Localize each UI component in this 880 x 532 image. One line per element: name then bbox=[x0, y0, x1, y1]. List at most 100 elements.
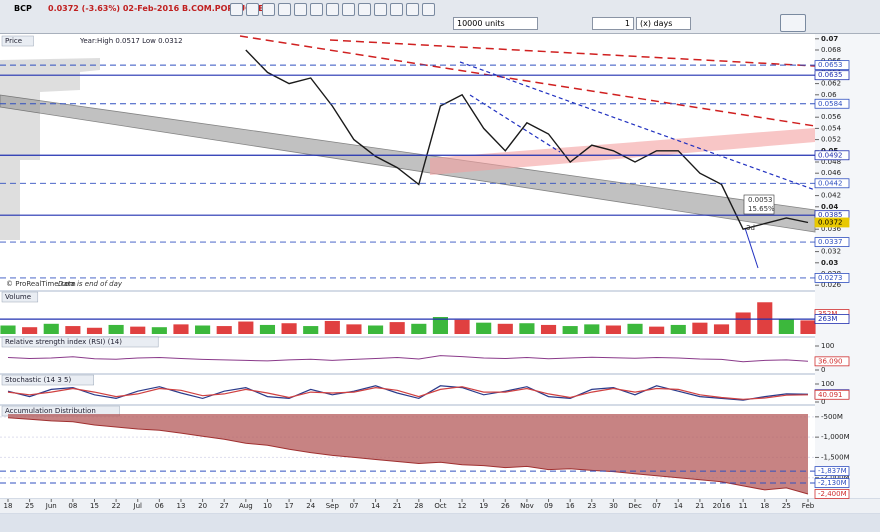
tool[interactable] bbox=[262, 3, 275, 16]
y-tick-label: 0.062 bbox=[821, 80, 841, 88]
zone bbox=[430, 128, 815, 175]
x-tick-label: 27 bbox=[220, 502, 229, 510]
y-tick-label: 0.054 bbox=[821, 124, 842, 132]
volume-bar bbox=[649, 326, 665, 334]
x-tick-label: 2016 bbox=[713, 502, 731, 510]
level-tag bbox=[814, 356, 850, 367]
y-tick-label: -500M bbox=[821, 413, 843, 421]
tool[interactable] bbox=[230, 3, 243, 16]
x-tick-label: 14 bbox=[371, 502, 380, 510]
panel-title: Relative strength index (RSI) (14) bbox=[5, 338, 122, 346]
series-line bbox=[7, 417, 809, 495]
volume-bar bbox=[454, 319, 470, 334]
x-tick-label: 25 bbox=[25, 502, 34, 510]
x-tick-label: 17 bbox=[285, 502, 294, 510]
volume-bar bbox=[519, 323, 535, 334]
y-tick-label: -2,000M bbox=[821, 474, 850, 482]
tool[interactable] bbox=[406, 3, 419, 16]
level-label: 263M bbox=[818, 315, 837, 323]
volume-bar bbox=[627, 323, 643, 334]
y-tick-label: 0.036 bbox=[821, 225, 842, 233]
tool[interactable] bbox=[294, 3, 307, 16]
trend-channel bbox=[0, 94, 816, 233]
level-tag bbox=[814, 273, 850, 283]
y-tick-label: 0.048 bbox=[821, 158, 841, 166]
y-tick-label: -1,500M bbox=[821, 453, 850, 461]
tool[interactable] bbox=[326, 3, 339, 16]
tool[interactable] bbox=[374, 3, 387, 16]
symbol: BCP bbox=[14, 4, 32, 13]
units-input[interactable]: 10000 units bbox=[453, 17, 538, 30]
x-tick-label: 14 bbox=[674, 502, 683, 510]
note-box bbox=[743, 194, 775, 215]
tool[interactable] bbox=[342, 3, 355, 16]
x-tick-label: 28 bbox=[414, 502, 423, 510]
tool[interactable] bbox=[422, 3, 435, 16]
volume-bar bbox=[108, 324, 124, 334]
panel-title: Stochastic (14 3 5) bbox=[5, 376, 71, 384]
level-tag bbox=[814, 70, 850, 81]
y-tick-label: 0 bbox=[821, 398, 825, 406]
y-tick-label: 0.046 bbox=[821, 169, 842, 177]
x-tick-label: 06 bbox=[155, 502, 164, 510]
tool[interactable] bbox=[246, 3, 259, 16]
panel-header bbox=[1, 336, 159, 348]
volume-bar bbox=[432, 317, 448, 334]
x-tick-label: Jun bbox=[45, 502, 57, 510]
volume-bar bbox=[735, 312, 751, 334]
x-tick-label: Oct bbox=[434, 502, 446, 510]
volume-bar bbox=[800, 320, 816, 334]
level-label: 0.0635 bbox=[818, 71, 843, 79]
y-tick-label: 0.06 bbox=[821, 91, 837, 99]
period-unit[interactable]: (x) days bbox=[636, 17, 691, 30]
level-label: 0.0584 bbox=[818, 100, 843, 108]
quote: 0.0372 (-3.63%) 02-Feb-2016 B.COM.PORTUG… bbox=[48, 4, 270, 13]
projection bbox=[744, 227, 759, 269]
annotation: 3d bbox=[746, 224, 755, 232]
x-tick-label: Nov bbox=[520, 502, 534, 510]
annotation: 0.0053 bbox=[748, 196, 773, 204]
panel-title: Volume bbox=[5, 293, 31, 301]
series-line bbox=[7, 386, 809, 400]
x-tick-label: 09 bbox=[544, 502, 553, 510]
tool[interactable] bbox=[358, 3, 371, 16]
x-tick-label: 08 bbox=[68, 502, 77, 510]
volume-bar bbox=[368, 325, 384, 334]
chart-type[interactable] bbox=[780, 14, 806, 32]
y-tick-label: 100 bbox=[821, 380, 834, 388]
x-tick-label: 19 bbox=[479, 502, 488, 510]
tool[interactable] bbox=[390, 3, 403, 16]
level-tag bbox=[814, 489, 850, 499]
x-tick-label: 13 bbox=[177, 502, 186, 510]
volume-bar bbox=[0, 325, 16, 334]
volume-bar bbox=[130, 326, 146, 334]
x-tick-label: 22 bbox=[112, 502, 121, 510]
y-tick-label: 0.026 bbox=[821, 281, 842, 289]
x-tick-label: Sep bbox=[326, 502, 340, 510]
period-input[interactable]: 1 bbox=[592, 17, 634, 30]
tool[interactable] bbox=[278, 3, 291, 16]
level-tag bbox=[814, 98, 850, 109]
x-tick-label: 12 bbox=[458, 502, 467, 510]
trend-line bbox=[329, 39, 816, 67]
trend-line bbox=[469, 94, 561, 153]
volume-bar bbox=[757, 302, 773, 334]
x-tick-label: Feb bbox=[802, 502, 815, 510]
volume-bar bbox=[216, 326, 232, 334]
series-line bbox=[7, 385, 809, 401]
level-label: 0.0372 bbox=[818, 218, 843, 226]
level-label: 0.0273 bbox=[818, 274, 843, 282]
volume-bar bbox=[346, 324, 362, 334]
volume-bar bbox=[540, 324, 557, 334]
level-tag bbox=[814, 478, 850, 488]
volume-bar bbox=[670, 324, 686, 334]
volume-bar bbox=[303, 326, 319, 334]
volume-bar bbox=[778, 319, 794, 334]
y-tick-label: 0 bbox=[821, 366, 825, 374]
tool[interactable] bbox=[310, 3, 323, 16]
volume-bar bbox=[195, 325, 211, 334]
panel-header bbox=[1, 291, 39, 303]
volume-bar bbox=[65, 326, 81, 334]
volume-bar bbox=[584, 324, 600, 334]
